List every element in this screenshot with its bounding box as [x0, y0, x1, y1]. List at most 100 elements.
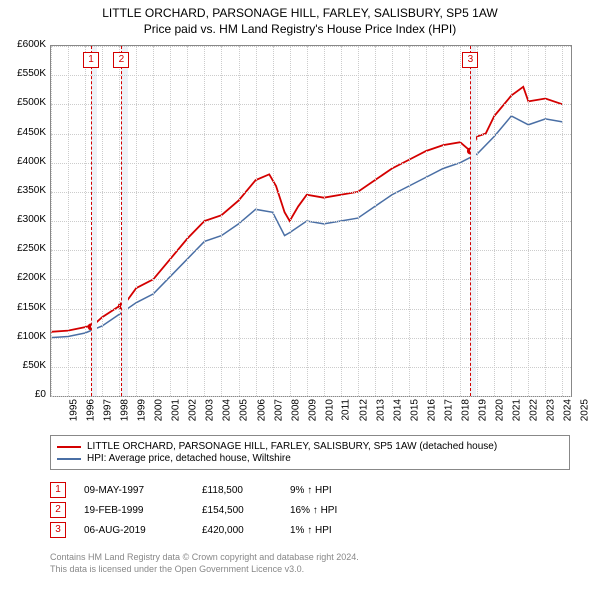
gridline-v — [273, 46, 274, 396]
gridline-v — [426, 46, 427, 396]
x-axis-label: 2001 — [171, 399, 182, 421]
x-axis-label: 2016 — [426, 399, 437, 421]
footer-line: This data is licensed under the Open Gov… — [50, 564, 359, 576]
gridline-v — [170, 46, 171, 396]
gridline-h — [51, 309, 571, 310]
event-line — [121, 46, 122, 396]
x-axis-label: 2000 — [153, 399, 164, 421]
event-price: £118,500 — [202, 485, 272, 496]
x-axis-label: 2006 — [256, 399, 267, 421]
x-axis-label: 2004 — [222, 399, 233, 421]
y-axis-label: £600K — [4, 39, 46, 50]
event-delta: 1% ↑ HPI — [290, 525, 332, 536]
gridline-h — [51, 396, 571, 397]
event-row: 109-MAY-1997£118,5009% ↑ HPI — [50, 482, 570, 498]
gridline-v — [528, 46, 529, 396]
gridline-v — [153, 46, 154, 396]
gridline-v — [307, 46, 308, 396]
event-row: 3 06-AUG-2019 £420,000 1% ↑ HPI — [50, 522, 570, 538]
x-axis-label: 2015 — [409, 399, 420, 421]
gridline-h — [51, 75, 571, 76]
gridline-v — [221, 46, 222, 396]
y-axis-label: £300K — [4, 214, 46, 225]
x-axis-label: 1997 — [102, 399, 113, 421]
x-axis-label: 1995 — [68, 399, 79, 421]
gridline-v — [119, 46, 120, 396]
legend-label: LITTLE ORCHARD, PARSONAGE HILL, FARLEY, … — [87, 441, 497, 452]
event-row: 219-FEB-1999£154,50016% ↑ HPI — [50, 502, 570, 518]
event-marker-box: 3 — [462, 52, 478, 68]
event-line — [470, 46, 471, 396]
gridline-v — [511, 46, 512, 396]
event-date: 19-FEB-1999 — [84, 505, 184, 516]
y-axis-label: £450K — [4, 127, 46, 138]
event-table: 109-MAY-1997£118,5009% ↑ HPI219-FEB-1999… — [50, 478, 570, 542]
x-axis-label: 2022 — [529, 399, 540, 421]
gridline-v — [51, 46, 52, 396]
x-axis-label: 2009 — [307, 399, 318, 421]
event-price: £420,000 — [202, 525, 272, 536]
y-axis-label: £50K — [4, 360, 46, 371]
gridline-v — [239, 46, 240, 396]
x-axis-label: 1998 — [119, 399, 130, 421]
gridline-v — [85, 46, 86, 396]
gridline-v — [460, 46, 461, 396]
gridline-v — [324, 46, 325, 396]
footer-attribution: Contains HM Land Registry data © Crown c… — [50, 552, 359, 575]
gridline-h — [51, 104, 571, 105]
x-axis-label: 2024 — [563, 399, 574, 421]
x-axis-label: 2002 — [188, 399, 199, 421]
gridline-h — [51, 338, 571, 339]
x-axis-label: 2010 — [324, 399, 335, 421]
gridline-h — [51, 221, 571, 222]
event-delta: 16% ↑ HPI — [290, 505, 337, 516]
x-axis-label: 2021 — [512, 399, 523, 421]
gridline-v — [102, 46, 103, 396]
x-axis-label: 1999 — [136, 399, 147, 421]
x-axis-label: 1996 — [85, 399, 96, 421]
event-delta: 9% ↑ HPI — [290, 485, 332, 496]
x-axis-label: 2023 — [546, 399, 557, 421]
y-axis-label: £0 — [4, 389, 46, 400]
x-axis-label: 2017 — [443, 399, 454, 421]
x-axis-label: 2020 — [494, 399, 505, 421]
event-line — [91, 46, 92, 396]
gridline-h — [51, 279, 571, 280]
legend-label: HPI: Average price, detached house, Wilt… — [87, 453, 291, 464]
x-axis-label: 2019 — [477, 399, 488, 421]
gridline-v — [562, 46, 563, 396]
chart-container: LITTLE ORCHARD, PARSONAGE HILL, FARLEY, … — [0, 0, 600, 590]
x-axis-label: 2014 — [392, 399, 403, 421]
x-axis-label: 2013 — [375, 399, 386, 421]
event-date: 06-AUG-2019 — [84, 525, 184, 536]
event-number: 3 — [50, 522, 66, 538]
y-axis-label: £500K — [4, 97, 46, 108]
y-axis-label: £200K — [4, 272, 46, 283]
gridline-h — [51, 367, 571, 368]
gridline-h — [51, 134, 571, 135]
x-axis-label: 2011 — [340, 399, 351, 421]
legend: LITTLE ORCHARD, PARSONAGE HILL, FARLEY, … — [50, 435, 570, 470]
event-marker-box: 1 — [83, 52, 99, 68]
legend-item: LITTLE ORCHARD, PARSONAGE HILL, FARLEY, … — [57, 441, 563, 452]
x-axis-label: 2003 — [205, 399, 216, 421]
gridline-h — [51, 250, 571, 251]
gridline-v — [409, 46, 410, 396]
gridline-v — [375, 46, 376, 396]
x-axis-label: 2025 — [580, 399, 591, 421]
y-axis-label: £150K — [4, 302, 46, 313]
event-number: 2 — [50, 502, 66, 518]
x-axis-label: 2018 — [460, 399, 471, 421]
gridline-v — [136, 46, 137, 396]
gridline-v — [545, 46, 546, 396]
gridline-v — [204, 46, 205, 396]
gridline-v — [256, 46, 257, 396]
y-axis-label: £550K — [4, 68, 46, 79]
event-number: 1 — [50, 482, 66, 498]
gridline-v — [290, 46, 291, 396]
legend-swatch — [57, 446, 81, 448]
gridline-v — [443, 46, 444, 396]
x-axis-label: 2005 — [239, 399, 250, 421]
legend-swatch — [57, 458, 81, 460]
y-axis-label: £250K — [4, 243, 46, 254]
